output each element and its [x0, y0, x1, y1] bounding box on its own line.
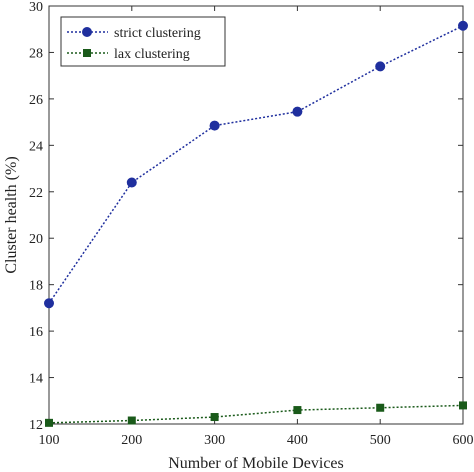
legend-label-lax: lax clustering [114, 47, 190, 62]
x-axis: 100 200 300 400 500 600 [39, 6, 474, 448]
legend-box [60, 16, 226, 67]
legend-marker-strict [82, 27, 92, 37]
series-line [48, 25, 464, 304]
legend-label-strict: strict clustering [114, 26, 201, 41]
x-tick-label: 600 [453, 433, 474, 448]
series-layer [44, 20, 468, 427]
y-axis-title: Cluster health (%) [3, 156, 20, 273]
x-tick-label: 500 [370, 433, 391, 448]
data-point [376, 403, 385, 412]
x-axis-title: Number of Mobile Devices [168, 455, 344, 472]
y-tick-label: 24 [29, 139, 43, 154]
x-tick-label: 100 [39, 433, 60, 448]
y-tick-label: 14 [29, 372, 43, 387]
x-tick-label: 400 [287, 433, 308, 448]
y-tick-label: 28 [29, 46, 43, 61]
plot-frame [48, 5, 464, 425]
y-axis: 12 14 16 18 20 22 24 26 28 30 [29, 0, 463, 433]
y-tick-label: 22 [29, 186, 43, 201]
data-point [375, 61, 386, 72]
data-point [209, 120, 220, 131]
y-tick-label: 16 [29, 325, 43, 340]
data-point [45, 418, 53, 427]
data-point [127, 416, 136, 425]
data-point [458, 20, 468, 31]
x-tick-label: 300 [204, 433, 225, 448]
x-tick-label: 200 [121, 433, 142, 448]
series-line [48, 404, 464, 424]
series-0 [44, 20, 468, 309]
series-1 [45, 401, 467, 427]
y-tick-label: 12 [29, 418, 43, 433]
data-point [44, 298, 54, 309]
data-point [126, 177, 137, 188]
data-point [459, 401, 467, 410]
y-tick-label: 26 [29, 93, 43, 108]
legend-marker-lax [83, 49, 91, 57]
data-point [293, 406, 302, 415]
data-point [210, 413, 219, 422]
y-tick-label: 30 [29, 0, 43, 15]
y-tick-label: 18 [29, 279, 43, 294]
y-tick-label: 20 [29, 232, 43, 247]
data-point [292, 106, 303, 117]
legend: strict clustering lax clustering [60, 16, 226, 67]
